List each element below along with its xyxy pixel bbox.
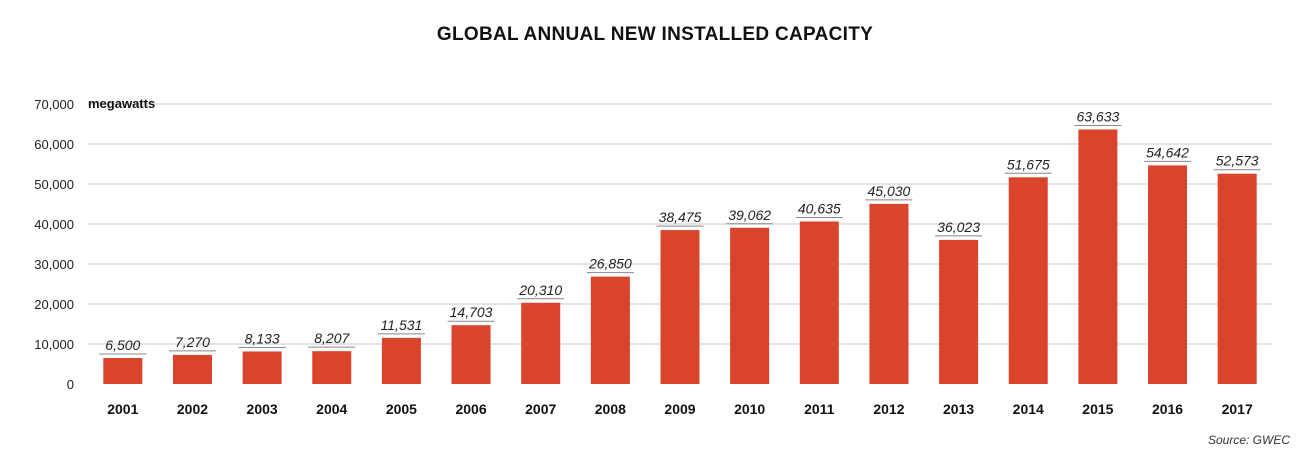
data-label: 7,270: [175, 334, 210, 350]
x-tick-label: 2010: [734, 401, 765, 417]
x-tick-label: 2007: [525, 401, 556, 417]
data-label: 26,850: [588, 256, 632, 272]
x-tick-label: 2011: [804, 401, 835, 417]
data-label: 11,531: [381, 317, 423, 333]
y-tick-label: 60,000: [34, 137, 74, 152]
x-tick-label: 2003: [247, 401, 278, 417]
x-tick-label: 2006: [455, 401, 486, 417]
data-label: 14,703: [450, 304, 493, 320]
data-label: 6,500: [105, 337, 140, 353]
bar: [103, 358, 143, 384]
bar: [381, 337, 421, 384]
source-note: Source: GWEC: [1208, 433, 1290, 447]
data-label: 54,642: [1146, 144, 1189, 160]
bar: [172, 354, 212, 384]
y-tick-label: 10,000: [34, 337, 74, 352]
y-tick-label: 20,000: [34, 297, 74, 312]
x-tick-label: 2016: [1152, 401, 1183, 417]
bar: [939, 239, 979, 384]
bar: [799, 221, 839, 384]
bar: [242, 351, 282, 384]
x-axis: 2001 2002 2003 2004 2005 2006 2007 2008 2009 2010…: [107, 401, 1253, 417]
data-label: 40,635: [798, 200, 841, 216]
x-tick-label: 2013: [943, 401, 974, 417]
data-label: 8,207: [314, 330, 350, 346]
data-label: 8,133: [245, 330, 280, 346]
x-tick-label: 2005: [386, 401, 417, 417]
bar: [660, 230, 700, 384]
x-tick-label: 2015: [1082, 401, 1113, 417]
data-label: 52,573: [1216, 153, 1259, 169]
bars: 6,500 7,270 8,133 8,207 11,531 14,703 20,310 26…: [99, 108, 1261, 384]
bar: [451, 325, 491, 384]
bar: [1148, 165, 1188, 384]
bar: [730, 227, 770, 384]
data-label: 45,030: [868, 183, 911, 199]
x-tick-label: 2014: [1013, 401, 1044, 417]
data-label: 39,062: [728, 207, 771, 223]
x-tick-label: 2004: [316, 401, 347, 417]
y-tick-label: 0: [67, 377, 74, 392]
bar: [590, 276, 630, 384]
x-tick-label: 2009: [664, 401, 695, 417]
y-tick-label: 50,000: [34, 177, 74, 192]
bar: [1008, 177, 1048, 384]
bar: [521, 302, 561, 384]
y-tick-label: 30,000: [34, 257, 74, 272]
x-tick-label: 2001: [107, 401, 138, 417]
x-tick-label: 2002: [177, 401, 208, 417]
y-axis: 0 10,000 20,000 30,000 40,000 50,000 60,000 70,…: [34, 97, 74, 392]
bar: [869, 203, 909, 384]
data-label: 38,475: [659, 209, 702, 225]
x-tick-label: 2008: [595, 401, 626, 417]
bar: [1078, 129, 1118, 384]
y-axis-label: megawatts: [88, 96, 155, 111]
data-label: 51,675: [1007, 156, 1050, 172]
chart-title: GLOBAL ANNUAL NEW INSTALLED CAPACITY: [436, 24, 874, 45]
data-label: 63,633: [1076, 108, 1119, 124]
y-tick-label: 70,000: [34, 97, 74, 112]
x-tick-label: 2012: [873, 401, 904, 417]
bar: [1217, 173, 1257, 384]
data-label: 36,023: [937, 219, 980, 235]
y-tick-label: 40,000: [34, 217, 74, 232]
x-tick-label: 2017: [1222, 401, 1253, 417]
data-label: 20,310: [518, 282, 562, 298]
bar: [312, 351, 352, 384]
